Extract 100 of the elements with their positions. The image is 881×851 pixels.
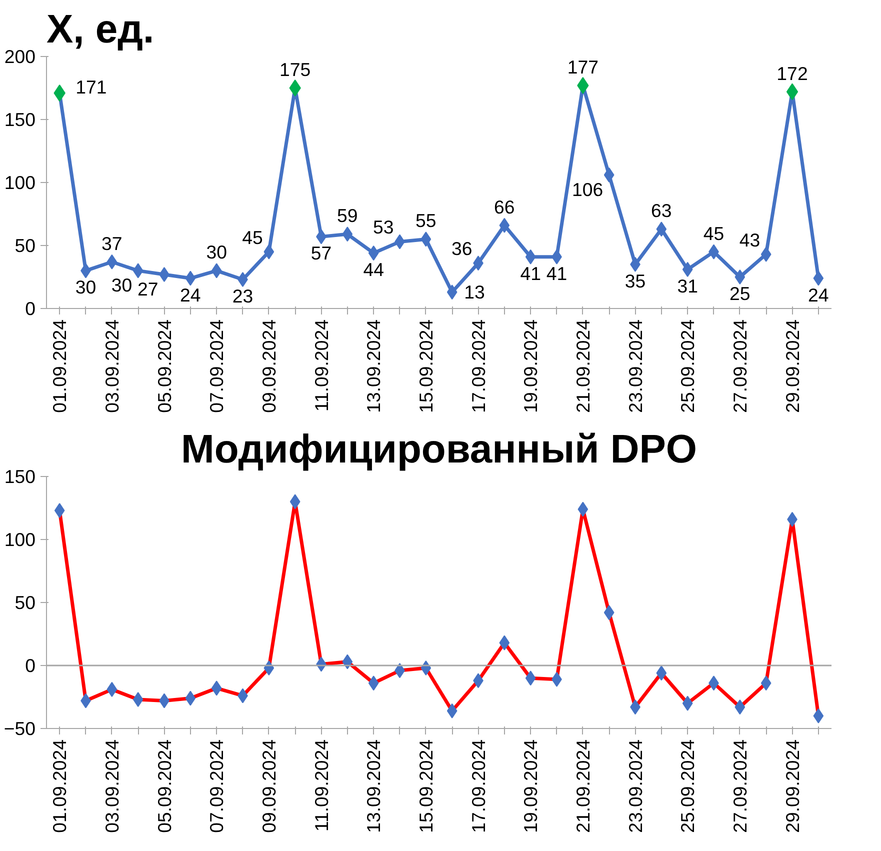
- x-tick-label: 29.09.2024: [782, 739, 803, 833]
- x-tick-label: 27.09.2024: [729, 739, 750, 833]
- x-tick-label: 29.09.2024: [782, 319, 803, 413]
- point: [368, 676, 379, 691]
- point: [525, 670, 536, 686]
- x-tick-label: 19.09.2024: [520, 739, 542, 833]
- data-label: 31: [677, 275, 698, 296]
- y-tick-label: 50: [14, 235, 36, 256]
- point: [132, 263, 144, 278]
- data-label: 35: [624, 270, 646, 292]
- x-tick-label: 23.09.2024: [624, 739, 646, 833]
- point: [185, 690, 196, 706]
- point: [342, 654, 353, 670]
- data-label: 30: [111, 274, 132, 296]
- point: [132, 692, 144, 708]
- x-tick-label: 11.09.2024: [310, 739, 332, 832]
- point: [604, 167, 614, 182]
- data-label: 36: [452, 238, 472, 260]
- x-tick-label: 13.09.2024: [363, 739, 384, 833]
- x-tick-label: 11.09.2024: [310, 319, 332, 412]
- data-label: 175: [280, 59, 311, 80]
- point: [682, 262, 693, 277]
- x-tick-label: 05.09.2024: [154, 739, 175, 833]
- point: [264, 244, 274, 260]
- point: [682, 696, 693, 711]
- x-tick-label: 01.09.2024: [49, 319, 70, 413]
- point: [499, 218, 510, 233]
- data-label: 44: [363, 259, 384, 280]
- y-tick-label: 150: [4, 109, 36, 130]
- x-tick-label: 17.09.2024: [468, 739, 489, 833]
- data-label: 13: [464, 282, 485, 303]
- data-label: 27: [138, 278, 158, 300]
- point: [420, 232, 432, 247]
- x-tick-label: 05.09.2024: [154, 319, 175, 413]
- y-tick-label: 50: [14, 592, 36, 613]
- data-label: 57: [310, 242, 332, 264]
- data-label: 41: [520, 262, 541, 284]
- y-tick-label: 100: [4, 172, 36, 193]
- data-label: 63: [651, 200, 672, 222]
- data-label: 171: [76, 76, 107, 98]
- data-label: 53: [373, 216, 394, 238]
- data-label: 30: [206, 242, 227, 263]
- x-tick-label: 03.09.2024: [101, 739, 122, 833]
- x-tick-label: 27.09.2024: [729, 319, 750, 413]
- x-tick-label: 15.09.2024: [415, 739, 436, 833]
- point: [578, 502, 588, 517]
- y-tick-label: 0: [25, 655, 36, 676]
- x-tick-label: 19.09.2024: [520, 319, 542, 413]
- point: [734, 700, 746, 715]
- x-tick-label: 21.09.2024: [572, 739, 594, 833]
- y-tick-label: 150: [4, 466, 36, 487]
- point: [813, 270, 824, 286]
- data-label: 37: [102, 232, 122, 254]
- x-tick-label: 25.09.2024: [677, 319, 698, 413]
- y-tick-label: 0: [25, 298, 36, 319]
- x-tick-label: 13.09.2024: [363, 319, 384, 413]
- x-tick-label: 15.09.2024: [415, 319, 436, 413]
- point: [211, 680, 222, 696]
- chart-title: Модифицированный DPO: [180, 428, 698, 472]
- chart-title: X, ед.: [46, 8, 154, 52]
- x-tick-label: 07.09.2024: [206, 319, 228, 413]
- point: [106, 254, 118, 270]
- point: [211, 263, 222, 278]
- y-tick-label: 100: [4, 529, 36, 550]
- point: [760, 246, 772, 262]
- point: [54, 503, 65, 518]
- data-label: 30: [75, 276, 96, 298]
- x-tick-label: 09.09.2024: [258, 739, 280, 833]
- x-tick-label: 01.09.2024: [49, 739, 70, 833]
- data-label: 172: [776, 62, 808, 84]
- x-tick-label: 21.09.2024: [572, 319, 594, 413]
- x-tick-label: 25.09.2024: [677, 739, 698, 833]
- data-label: 24: [808, 284, 829, 306]
- data-label: 66: [494, 196, 515, 218]
- data-label: 45: [242, 226, 263, 248]
- x-tick-label: 23.09.2024: [624, 319, 646, 413]
- point: [106, 682, 118, 697]
- point: [734, 270, 746, 284]
- data-label: 55: [416, 210, 436, 232]
- point: [656, 222, 667, 237]
- y-tick-label: −50: [4, 718, 36, 739]
- data-label: 23: [232, 286, 254, 307]
- x-tick-label: 03.09.2024: [101, 319, 122, 413]
- x-tick-label: 07.09.2024: [206, 739, 228, 833]
- data-label: 59: [337, 205, 358, 226]
- data-label: 25: [730, 283, 750, 304]
- point: [368, 246, 379, 261]
- y-tick-label: 200: [4, 46, 36, 67]
- data-label: 177: [567, 56, 598, 78]
- point: [499, 635, 510, 650]
- data-label: 43: [739, 229, 760, 250]
- point: [290, 494, 300, 510]
- data-label: 41: [546, 262, 568, 284]
- data-label: 45: [703, 222, 724, 244]
- point: [446, 703, 458, 718]
- data-label: 24: [180, 284, 201, 306]
- point: [760, 676, 772, 691]
- point: [604, 605, 614, 620]
- data-label: 106: [572, 178, 604, 200]
- x-tick-label: 09.09.2024: [258, 319, 280, 413]
